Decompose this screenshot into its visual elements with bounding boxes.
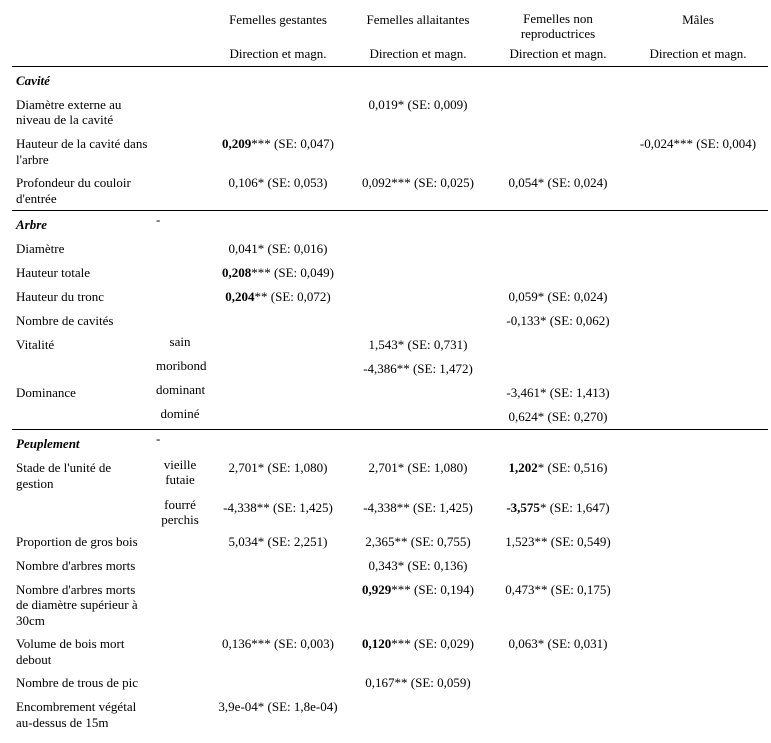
row-label: Hauteur de la cavité dans l'arbre (12, 132, 152, 171)
cell-c1: 5,034* (SE: 2,251) (208, 530, 348, 554)
cell-c3: 0,624* (SE: 0,270) (488, 405, 628, 430)
sub-label: moribond (152, 357, 208, 381)
cell-c3: 1,202* (SE: 0,516) (488, 456, 628, 495)
cell-c1: 0,208*** (SE: 0,049) (208, 261, 348, 285)
cell-c2: 0,120*** (SE: 0,029) (348, 632, 488, 671)
row-arbre-4: Vitalité sain 1,543* (SE: 0,731) (12, 333, 768, 357)
cell-c3: 1,523** (SE: 0,549) (488, 530, 628, 554)
cell-c1: 0,136*** (SE: 0,003) (208, 632, 348, 671)
cell-c1: -4,338** (SE: 1,425) (208, 496, 348, 530)
row-peup-5: Volume de bois mort debout 0,136*** (SE:… (12, 632, 768, 671)
cell-c1: 0,041* (SE: 0,016) (208, 237, 348, 261)
cell-c2: 0,092*** (SE: 0,025) (348, 171, 488, 211)
row-arbre-1: Hauteur totale 0,208*** (SE: 0,049) (12, 261, 768, 285)
neg-marker: - (152, 430, 208, 457)
cell-c2: 1,543* (SE: 0,731) (348, 333, 488, 357)
row-peup-1: fourré perchis -4,338** (SE: 1,425) -4,3… (12, 496, 768, 530)
cell-c2: 0,343* (SE: 0,136) (348, 554, 488, 578)
cell-c4: -0,024*** (SE: 0,004) (628, 132, 768, 171)
row-cavite-0: Diamètre externe au niveau de la cavité … (12, 93, 768, 132)
row-label: Nombre d'arbres morts de diamètre supéri… (12, 578, 152, 633)
row-arbre-7: dominé 0,624* (SE: 0,270) (12, 405, 768, 430)
cell-c2: -4,386** (SE: 1,472) (348, 357, 488, 381)
row-arbre-0: Diamètre 0,041* (SE: 0,016) (12, 237, 768, 261)
cell-c1: 2,701* (SE: 1,080) (208, 456, 348, 495)
cell-c2: 2,701* (SE: 1,080) (348, 456, 488, 495)
sub-label: vieille futaie (152, 456, 208, 495)
row-arbre-3: Nombre de cavités -0,133* (SE: 0,062) (12, 309, 768, 333)
row-label: Nombre de cavités (12, 309, 152, 333)
section-cavite-title: Cavité (12, 66, 768, 93)
sub-label: dominé (152, 405, 208, 430)
cell-c2: 0,019* (SE: 0,009) (348, 93, 488, 132)
sub-label: dominant (152, 381, 208, 405)
header-col1: Femelles gestantes (208, 8, 348, 44)
subheader-col2: Direction et magn. (348, 44, 488, 67)
row-arbre-6: Dominance dominant -3,461* (SE: 1,413) (12, 381, 768, 405)
cell-c2: -4,338** (SE: 1,425) (348, 496, 488, 530)
cell-c1: 0,106* (SE: 0,053) (208, 171, 348, 211)
row-cavite-2: Profondeur du couloir d'entrée 0,106* (S… (12, 171, 768, 211)
header-row: Femelles gestantes Femelles allaitantes … (12, 8, 768, 44)
row-label: Stade de l'unité de gestion (12, 456, 152, 495)
subheader-col3: Direction et magn. (488, 44, 628, 67)
row-label: Nombre d'arbres morts (12, 554, 152, 578)
cell-c3: 0,054* (SE: 0,024) (488, 171, 628, 211)
row-label: Nombre de trous de pic (12, 671, 152, 695)
row-label: Proportion de gros bois (12, 530, 152, 554)
row-peup-0: Stade de l'unité de gestion vieille futa… (12, 456, 768, 495)
subheader-col4: Direction et magn. (628, 44, 768, 67)
row-cavite-1: Hauteur de la cavité dans l'arbre 0,209*… (12, 132, 768, 171)
header-col4: Mâles (628, 8, 768, 44)
section-arbre-title: Arbre - (12, 211, 768, 238)
cell-c2: 0,929*** (SE: 0,194) (348, 578, 488, 633)
row-label: Diamètre externe au niveau de la cavité (12, 93, 152, 132)
neg-marker: - (152, 211, 208, 238)
sub-label: sain (152, 333, 208, 357)
row-peup-6: Nombre de trous de pic 0,167** (SE: 0,05… (12, 671, 768, 695)
subheader-col1: Direction et magn. (208, 44, 348, 67)
header-col3: Femelles non reproductrices (488, 8, 628, 44)
cell-c1 (208, 93, 348, 132)
row-label: Profondeur du couloir d'entrée (12, 171, 152, 211)
row-label: Volume de bois mort debout (12, 632, 152, 671)
cell-c3: -3,461* (SE: 1,413) (488, 381, 628, 405)
row-label: Vitalité (12, 333, 152, 357)
row-label: Hauteur totale (12, 261, 152, 285)
row-arbre-2: Hauteur du tronc 0,204** (SE: 0,072) 0,0… (12, 285, 768, 309)
cell-c1: 0,209*** (SE: 0,047) (208, 132, 348, 171)
sub-label: fourré perchis (152, 496, 208, 530)
row-label: Diamètre (12, 237, 152, 261)
cell-c3: -3,575* (SE: 1,647) (488, 496, 628, 530)
statistics-table: Femelles gestantes Femelles allaitantes … (12, 8, 768, 735)
cell-c2: 0,167** (SE: 0,059) (348, 671, 488, 695)
row-peup-2: Proportion de gros bois 5,034* (SE: 2,25… (12, 530, 768, 554)
row-peup-3: Nombre d'arbres morts 0,343* (SE: 0,136) (12, 554, 768, 578)
row-label: Hauteur du tronc (12, 285, 152, 309)
row-peup-4: Nombre d'arbres morts de diamètre supéri… (12, 578, 768, 633)
subheader-row: Direction et magn. Direction et magn. Di… (12, 44, 768, 67)
cell-c3: 0,059* (SE: 0,024) (488, 285, 628, 309)
row-label: Dominance (12, 381, 152, 405)
cell-c2: 2,365** (SE: 0,755) (348, 530, 488, 554)
header-col2: Femelles allaitantes (348, 8, 488, 44)
cell-c3: 0,473** (SE: 0,175) (488, 578, 628, 633)
cell-c3: 0,063* (SE: 0,031) (488, 632, 628, 671)
section-peuplement-title: Peuplement - (12, 430, 768, 457)
row-arbre-5: moribond -4,386** (SE: 1,472) (12, 357, 768, 381)
cell-c1: 0,204** (SE: 0,072) (208, 285, 348, 309)
cell-c3: -0,133* (SE: 0,062) (488, 309, 628, 333)
